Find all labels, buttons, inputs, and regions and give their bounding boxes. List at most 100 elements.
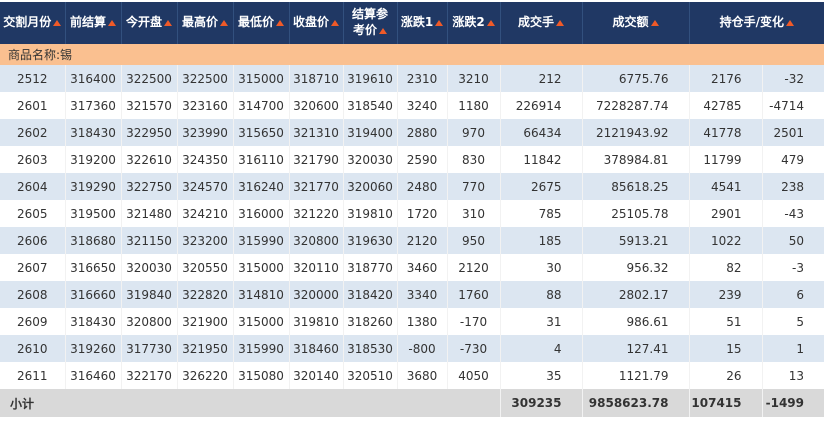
header-label: 结算参考价 xyxy=(351,7,388,37)
cell-value: 2480 xyxy=(397,173,448,200)
cell-value: 318680 xyxy=(65,227,122,254)
cell-delivery-month: 2609 xyxy=(0,308,66,335)
cell-value: 378984.81 xyxy=(582,146,690,173)
cell-value: 2501 xyxy=(762,119,825,146)
cell-value: 3240 xyxy=(397,92,448,119)
cell-value: 66434 xyxy=(500,119,583,146)
col-header-settlement-ref[interactable]: 结算参考价 xyxy=(343,2,398,44)
subtotal-volume: 309235 xyxy=(500,389,583,417)
cell-value: 5913.21 xyxy=(582,227,690,254)
col-header-oi-change[interactable]: 持仓手/变化 xyxy=(689,2,825,44)
cell-value: 42785 xyxy=(689,92,763,119)
cell-value: 319200 xyxy=(65,146,122,173)
cell-delivery-month: 2608 xyxy=(0,281,66,308)
cell-value: 986.61 xyxy=(582,308,690,335)
col-header-open[interactable]: 今开盘 xyxy=(121,2,178,44)
cell-value: 31 xyxy=(500,308,583,335)
sort-icon xyxy=(785,19,794,26)
cell-value: 4 xyxy=(500,335,583,362)
table-row: 2602 318430 322950 323990 315650 321310 319400… xyxy=(0,119,825,146)
col-header-prev-settlement[interactable]: 前结算 xyxy=(65,2,122,44)
cell-value: 321950 xyxy=(177,335,234,362)
table-row: 2609 318430 320800 321900 315000 319810 318260… xyxy=(0,308,824,335)
cell-value: 318540 xyxy=(343,92,398,119)
cell-value: 318420 xyxy=(343,281,398,308)
cell-value: 2120 xyxy=(397,227,448,254)
cell-value: 321310 xyxy=(289,119,344,146)
cell-value: 26 xyxy=(689,362,763,389)
table-row: 2604 319290 322750 324570 316240 321770 320060… xyxy=(0,173,825,200)
header-row: 交割月份 前结算 今开盘 最高价 最低价 收盘价 结算参考价 涨跌1 涨跌2 成… xyxy=(0,2,825,44)
col-header-low[interactable]: 最低价 xyxy=(233,2,290,44)
cell-delivery-month: 2601 xyxy=(0,92,66,119)
cell-value: 314810 xyxy=(233,281,290,308)
cell-value: 1180 xyxy=(447,92,501,119)
cell-value: 479 xyxy=(781,152,805,167)
cell-value: -800 xyxy=(397,335,448,362)
sort-icon xyxy=(379,27,387,34)
cell-value: -3 xyxy=(792,260,805,275)
cell-value: 3340 xyxy=(397,281,448,308)
header-label: 成交额 xyxy=(612,15,649,30)
cell-value: 1121.79 xyxy=(582,362,690,389)
futures-quote-panel: 交割月份 前结算 今开盘 最高价 最低价 收盘价 结算参考价 涨跌1 涨跌2 成… xyxy=(0,2,825,417)
cell-value: 13 xyxy=(788,368,805,383)
cell-value: 319630 xyxy=(343,227,398,254)
cell-value: 2176 xyxy=(689,65,763,92)
cell-value: 320140 xyxy=(289,362,344,389)
cell-value: -43 xyxy=(784,206,805,221)
col-header-change1[interactable]: 涨跌1 xyxy=(397,2,448,44)
cell-value: 320110 xyxy=(289,254,344,281)
cell-value: 185 xyxy=(500,227,583,254)
cell-value: 319610 xyxy=(343,65,398,92)
col-header-turnover[interactable]: 成交额 xyxy=(582,2,690,44)
col-header-delivery-month[interactable]: 交割月份 xyxy=(0,2,66,44)
header-label: 收盘价 xyxy=(292,15,329,30)
col-header-volume[interactable]: 成交手 xyxy=(500,2,583,44)
cell-value: 1022 xyxy=(689,227,763,254)
table-row: 2606 318680 321150 323200 315990 320800 319630… xyxy=(0,227,825,254)
cell-value: 25105.78 xyxy=(582,200,690,227)
cell-value: 2802.17 xyxy=(582,281,690,308)
cell-value: 310 xyxy=(447,200,501,227)
cell-value: 3680 xyxy=(397,362,448,389)
table-row: 2605 319500 321480 324210 316000 321220 319810… xyxy=(0,200,824,227)
subtotal-turnover: 9858623.78 xyxy=(582,389,690,417)
cell-value: 321220 xyxy=(289,200,344,227)
cell-value: 50 xyxy=(762,227,825,254)
quote-table-body: 商品名称:锡 2512 316400 322500 322500 315000 31871… xyxy=(0,44,825,389)
cell-value: 238 xyxy=(762,173,825,200)
cell-value: 4541 xyxy=(689,173,763,200)
cell-value: 319810 xyxy=(289,308,344,335)
cell-value: 1720 xyxy=(397,200,448,227)
col-header-change2[interactable]: 涨跌2 xyxy=(447,2,501,44)
table-row: 2603 319200 322610 324350 316110 321790 320030… xyxy=(0,146,824,173)
sort-icon xyxy=(650,19,659,26)
cell-delivery-month: 2607 xyxy=(0,254,66,281)
cell-value: -170 xyxy=(447,308,501,335)
cell-value: 318530 xyxy=(343,335,398,362)
header-label: 前结算 xyxy=(69,15,106,30)
sort-icon xyxy=(556,19,564,26)
cell-value: 320800 xyxy=(289,227,344,254)
cell-value: 318460 xyxy=(289,335,344,362)
col-header-high[interactable]: 最高价 xyxy=(177,2,234,44)
cell-value: 321150 xyxy=(121,227,178,254)
cell-value: 322170 xyxy=(121,362,178,389)
header-label: 成交手 xyxy=(517,15,554,30)
cell-value: 323990 xyxy=(177,119,234,146)
cell-value: 315000 xyxy=(233,308,290,335)
sort-icon xyxy=(331,19,339,26)
cell-value: 320550 xyxy=(177,254,234,281)
cell-value: 316000 xyxy=(233,200,290,227)
cell-value: 4050 xyxy=(447,362,501,389)
cell-value: 319260 xyxy=(65,335,122,362)
cell-value: 316110 xyxy=(233,146,290,173)
cell-value: 318430 xyxy=(65,119,122,146)
cell-value: 321570 xyxy=(121,92,178,119)
col-header-close[interactable]: 收盘价 xyxy=(289,2,344,44)
cell-value: 2901 xyxy=(689,200,763,227)
cell-value: 319290 xyxy=(65,173,122,200)
cell-value: 323160 xyxy=(177,92,234,119)
cell-value: 315000 xyxy=(233,65,290,92)
